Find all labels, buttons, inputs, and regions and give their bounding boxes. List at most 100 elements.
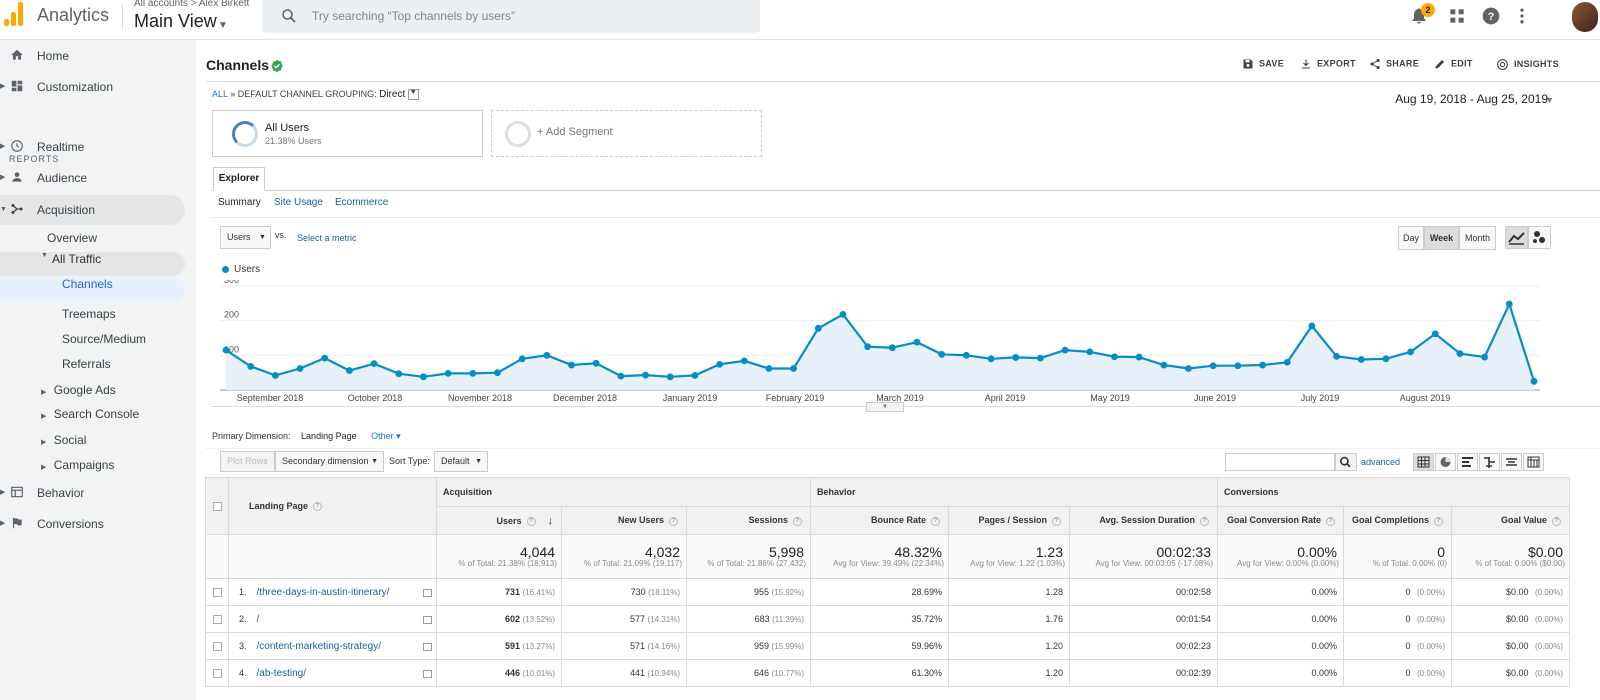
- metric-selector[interactable]: Users ▼: [220, 226, 271, 249]
- analytics-logo[interactable]: [4, 2, 24, 26]
- avg-session-duration-column-header[interactable]: Avg. Session Duration?: [1069, 506, 1218, 535]
- landing-page-link[interactable]: /content-marketing-strategy/: [256, 640, 382, 652]
- sidebar-item-overview[interactable]: Overview: [47, 231, 98, 245]
- chart-data-point[interactable]: [1456, 350, 1464, 357]
- account-breadcrumb[interactable]: All accounts > Alex Birkett: [134, 0, 250, 9]
- caret-down-icon[interactable]: ▼: [218, 20, 228, 31]
- motion-chart-button[interactable]: [1528, 226, 1551, 249]
- sidebar-item-source-medium[interactable]: Source/Medium: [62, 332, 147, 346]
- table-view-percentage-button[interactable]: [1435, 453, 1456, 471]
- avatar[interactable]: [1572, 2, 1598, 32]
- help-icon[interactable]: ?: [526, 516, 536, 526]
- primary-dimension-other[interactable]: Other ▾: [371, 431, 401, 441]
- bounce-rate-column-header[interactable]: Bounce Rate?: [810, 506, 949, 535]
- goal-conversion-rate-column-header[interactable]: Goal Conversion Rate?: [1217, 506, 1344, 535]
- granularity-day-button[interactable]: Day: [1398, 226, 1424, 250]
- export-button[interactable]: EXPORT: [1300, 58, 1356, 70]
- chart-data-point[interactable]: [938, 350, 946, 358]
- apps-grid-icon[interactable]: [1447, 6, 1467, 26]
- chart-data-point[interactable]: [1012, 354, 1020, 361]
- search-input[interactable]: Try searching “Top channels by users”: [312, 9, 515, 23]
- help-icon[interactable]: ?: [1552, 516, 1561, 526]
- chart-data-point[interactable]: [222, 346, 230, 354]
- sidebar-item-campaigns[interactable]: ▶ Campaigns: [41, 458, 115, 472]
- help-icon[interactable]: ?: [1200, 516, 1209, 526]
- chart-data-point[interactable]: [395, 370, 403, 378]
- chart-data-point[interactable]: [1185, 365, 1192, 372]
- chart-data-point[interactable]: [1111, 353, 1118, 361]
- chart-data-point[interactable]: [469, 369, 477, 377]
- chart-data-point[interactable]: [1259, 361, 1266, 369]
- share-button[interactable]: SHARE: [1369, 58, 1419, 70]
- view-selector[interactable]: Main View: [134, 11, 217, 31]
- open-external-icon[interactable]: [423, 615, 432, 624]
- help-icon[interactable]: ?: [1052, 516, 1061, 526]
- tab-explorer[interactable]: Explorer: [213, 167, 265, 191]
- open-external-icon[interactable]: [423, 588, 432, 597]
- sidebar-item-behavior[interactable]: ▶ Behavior: [0, 478, 196, 508]
- edit-button[interactable]: EDIT: [1434, 58, 1473, 70]
- sort-type-dropdown[interactable]: Default ▼: [434, 451, 488, 472]
- landing-page-column-header[interactable]: Landing Page?: [228, 477, 437, 535]
- help-icon[interactable]: ?: [669, 516, 678, 526]
- chart-data-point[interactable]: [864, 343, 872, 351]
- chart-data-point[interactable]: [271, 372, 279, 379]
- chart-data-point[interactable]: [1135, 353, 1143, 361]
- chart-data-point[interactable]: [1086, 348, 1094, 356]
- chart-data-point[interactable]: [1333, 352, 1340, 360]
- chart-data-point[interactable]: [716, 360, 723, 368]
- chart-data-point[interactable]: [790, 365, 798, 372]
- sidebar-item-customization[interactable]: ▶ Customization: [0, 72, 196, 102]
- row-checkbox[interactable]: [212, 642, 222, 652]
- chart-data-point[interactable]: [617, 372, 625, 380]
- select-all-checkbox[interactable]: [212, 502, 222, 512]
- chart-data-point[interactable]: [913, 338, 921, 346]
- row-checkbox[interactable]: [212, 615, 222, 625]
- sidebar-item-conversions[interactable]: ▶ Conversions: [0, 509, 196, 539]
- chart-data-point[interactable]: [642, 371, 649, 379]
- sidebar-item-search-console[interactable]: ▶ Search Console: [41, 407, 140, 421]
- chart-data-point[interactable]: [839, 311, 847, 318]
- segment-all-users[interactable]: All Users 21.38% Users: [212, 110, 483, 157]
- sessions-column-header[interactable]: Sessions?: [686, 506, 811, 535]
- insights-button[interactable]: INSIGHTS: [1496, 58, 1559, 71]
- more-vert-icon[interactable]: [1512, 6, 1532, 26]
- goal-completions-column-header[interactable]: Goal Completions?: [1343, 506, 1452, 535]
- sidebar-item-treemaps[interactable]: Treemaps: [62, 307, 116, 321]
- chart-data-point[interactable]: [543, 351, 551, 359]
- open-external-icon[interactable]: [423, 642, 432, 651]
- chart-data-point[interactable]: [987, 355, 995, 363]
- chart-data-point[interactable]: [592, 359, 600, 367]
- plot-rows-button[interactable]: Plot Rows: [220, 451, 275, 472]
- chart-data-point[interactable]: [296, 365, 304, 372]
- table-view-data-button[interactable]: [1413, 453, 1434, 471]
- chart-data-point[interactable]: [1061, 346, 1069, 354]
- help-icon[interactable]: ?: [793, 516, 802, 526]
- help-icon[interactable]: ?: [313, 502, 323, 512]
- chart-data-point[interactable]: [247, 363, 255, 370]
- chart-data-point[interactable]: [1530, 377, 1538, 385]
- primary-dimension-landing-page[interactable]: Landing Page: [301, 431, 357, 441]
- help-icon[interactable]: ?: [1434, 516, 1443, 526]
- row-checkbox[interactable]: [212, 669, 222, 679]
- chart-data-point[interactable]: [518, 355, 526, 363]
- chart-data-point[interactable]: [494, 369, 501, 377]
- chart-data-point[interactable]: [370, 360, 378, 368]
- help-icon[interactable]: ?: [931, 516, 940, 526]
- chart-data-point[interactable]: [765, 365, 773, 372]
- advanced-filter-link[interactable]: advanced: [1361, 457, 1401, 467]
- users-line-chart[interactable]: 100 200 300 September 2018 October 2018 Nove…: [220, 280, 1540, 405]
- breadcrumb-all-link[interactable]: ALL: [212, 89, 228, 99]
- landing-page-link[interactable]: /three-days-in-austin-itinerary/: [256, 586, 390, 598]
- subtab-site-usage[interactable]: Site Usage: [274, 197, 323, 208]
- chart-data-point[interactable]: [1431, 330, 1439, 338]
- sidebar-item-audience[interactable]: ▶ Audience: [0, 163, 196, 193]
- granularity-week-button[interactable]: Week: [1424, 226, 1459, 250]
- sidebar-item-acquisition[interactable]: ▼ Acquisition: [0, 195, 185, 225]
- sidebar-item-social[interactable]: ▶ Social: [41, 433, 87, 447]
- sidebar-item-channels[interactable]: Channels: [0, 277, 185, 301]
- chart-data-point[interactable]: [1407, 348, 1415, 356]
- save-button[interactable]: SAVE: [1242, 58, 1284, 70]
- users-column-header[interactable]: Users? ↓: [436, 506, 562, 535]
- goal-value-column-header[interactable]: Goal Value?: [1451, 506, 1570, 535]
